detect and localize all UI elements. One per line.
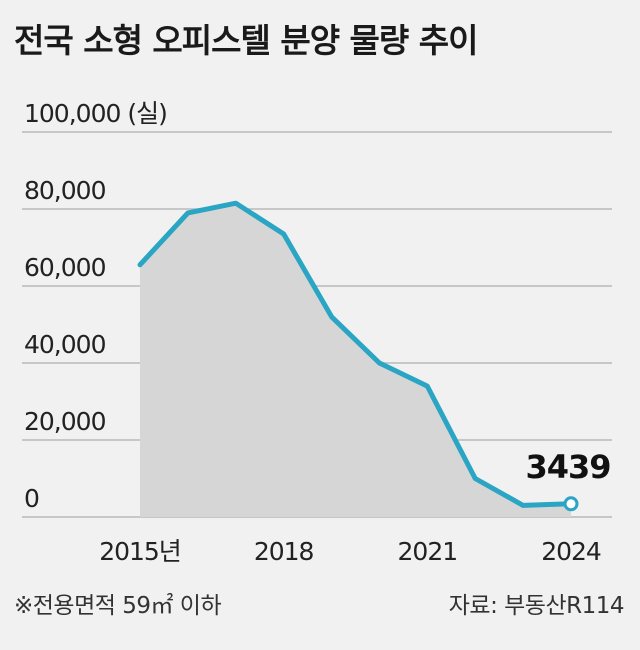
chart-title: 전국 소형 오피스텔 분양 물량 추이	[14, 21, 478, 60]
y-tick-label-0: 0	[24, 484, 39, 513]
x-tick-label-2018: 2018	[254, 537, 314, 566]
y-tick-labels: 0 20,000 40,000 60,000 80,000 100,000 (실)	[24, 99, 168, 513]
source-note: 자료: 부동산R114	[448, 593, 625, 619]
x-tick-label-2024: 2024	[541, 537, 601, 566]
area-chart: 0 20,000 40,000 60,000 80,000 100,000 (실) 201…	[22, 99, 612, 566]
y-tick-label-100000: 100,000 (실)	[24, 99, 167, 128]
series-line-group	[137, 200, 579, 512]
end-point-marker	[563, 496, 579, 512]
x-tick-label-2021: 2021	[398, 537, 458, 566]
y-tick-label-60000: 60,000	[24, 253, 106, 282]
area-fill	[140, 203, 571, 517]
annotation-group: 3439	[525, 448, 611, 486]
y-tick-label-20000: 20,000	[24, 407, 106, 436]
y-tick-label-40000: 40,000	[24, 330, 106, 359]
x-tick-labels: 2015년 2018 2021 2024	[99, 537, 602, 566]
data-label-2024: 3439	[525, 448, 610, 486]
footnote: ※전용면적 59㎡ 이하	[14, 593, 222, 619]
series-line	[137, 200, 574, 508]
y-tick-label-80000: 80,000	[24, 176, 106, 205]
x-tick-label-2015: 2015년	[99, 537, 181, 566]
area-fill-group	[140, 203, 571, 517]
